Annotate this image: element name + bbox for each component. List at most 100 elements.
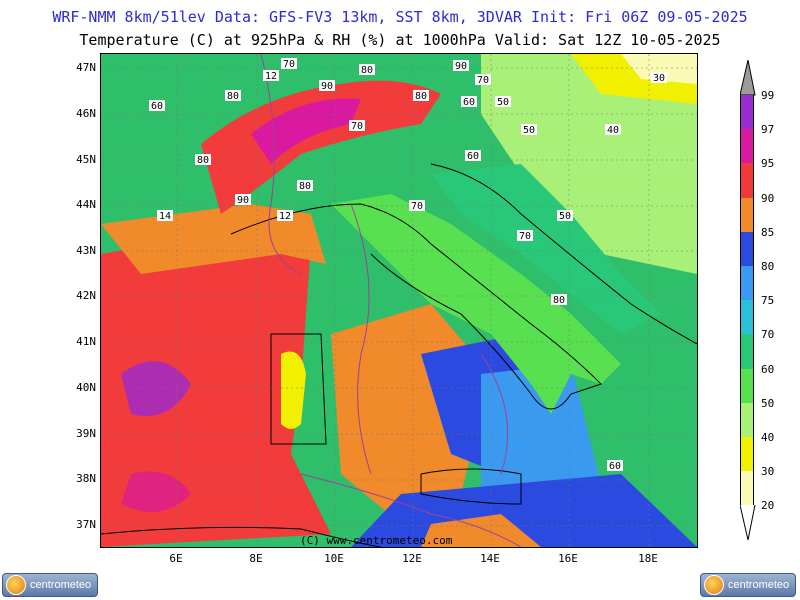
svg-text:90: 90 [455,61,467,72]
lat-label: 47N [76,61,96,74]
centrometeo-logo-left[interactable]: centrometeo [2,573,98,597]
sardinia-green [270,333,327,445]
contour-label: 80 [195,154,211,166]
west-sea-orange [101,204,326,274]
contour-label: 60 [607,460,623,472]
svg-text:40: 40 [607,125,619,136]
svg-text:90: 90 [237,195,249,206]
svg-text:70: 70 [283,59,295,70]
contour-label: 80 [359,64,375,76]
colorbar-segment [740,265,754,301]
colorbar-bottom-arrow [740,505,756,541]
svg-text:70: 70 [519,231,531,242]
colorbar-level-label: 40 [761,431,775,444]
contour-label: 70 [281,58,297,70]
svg-text:60: 60 [463,97,475,108]
west-sea-dry-zone [101,224,331,547]
contour-label: 14 [157,210,173,222]
svg-text:12: 12 [279,211,291,222]
svg-text:70: 70 [411,201,423,212]
contour-label: 40 [605,124,621,136]
lat-label: 46N [76,107,96,120]
south-sea-orange [421,514,541,547]
colorbar-segment [740,368,754,403]
contour-label: 80 [413,90,429,102]
globe-icon [704,575,724,595]
contour-label: 60 [465,150,481,162]
colorbar-level-label: 75 [761,294,775,308]
alps-magenta [251,98,361,164]
svg-text:50: 50 [497,97,509,108]
coastline-sicily [420,468,522,505]
colorbar-level-label: 95 [761,157,775,171]
contour-label: 90 [319,80,335,92]
svg-text:30: 30 [653,73,665,84]
lat-label: 45N [76,153,96,166]
contour-label: 80 [297,180,313,192]
colorbar [740,95,754,506]
colorbar-level-label: 20 [761,499,775,513]
centrometeo-logo-right[interactable]: centrometeo [700,573,796,597]
svg-text:80: 80 [415,91,427,102]
colorbar-segment [740,163,754,198]
colorbar-segment [740,300,754,335]
adriatic-sea [431,164,661,334]
colorbar-level-label: 50 [761,396,775,410]
lon-label: 16E [558,552,578,565]
west-sea-purple-2 [121,471,191,512]
colorbar-level-label: 99 [761,89,775,102]
weather-map: 70 80 90 70 12 90 80 80 70 60 50 50 40 3… [100,53,698,548]
svg-text:50: 50 [523,125,535,136]
contour-label: 90 [235,194,251,206]
colorbar-level-label: 97 [761,123,775,137]
svg-text:70: 70 [477,75,489,86]
colorbar-segment [740,402,754,437]
lat-label: 41N [76,335,96,348]
lat-label: 37N [76,518,96,531]
colorbar-level-label: 90 [761,191,775,205]
svg-text:14: 14 [159,211,171,222]
svg-text:50: 50 [559,211,571,222]
contour-label: 60 [461,96,477,108]
contour-label: 90 [453,60,469,72]
northeast-pale [621,54,697,84]
contour-label: 70 [409,200,425,212]
colorbar-segment [740,436,754,472]
colorbar-segment [740,197,754,232]
model-info-title: WRF-NMM 8km/51lev Data: GFS-FV3 13km, SS… [52,8,748,26]
contour-label: 70 [475,74,491,86]
contour-label: 70 [349,120,365,132]
lon-label: 18E [638,552,658,565]
svg-text:12: 12 [265,71,277,82]
lat-label: 40N [76,381,96,394]
isotherm-14b [480,353,509,475]
colorbar-segment [740,95,754,130]
map-canvas: 70 80 90 70 12 90 80 80 70 60 50 50 40 3… [101,54,697,547]
lon-label: 6E [169,552,183,565]
lon-label: 10E [324,552,344,565]
svg-text:80: 80 [553,295,565,306]
isotherm-14 [350,203,372,475]
svg-text:60: 60 [151,101,163,112]
lat-grid [101,67,697,527]
lat-label: 44N [76,198,96,211]
colorbar-level-label: 85 [761,225,775,239]
contour-label: 50 [495,96,511,108]
variable-valid-title: Temperature (C) at 925hPa & RH (%) at 10… [79,31,721,49]
globe-icon [6,575,26,595]
colorbar-segment [740,231,754,266]
contour-label: 80 [225,90,241,102]
lon-label: 12E [402,552,422,565]
lon-label: 14E [480,552,500,565]
colorbar-level-label: 80 [761,260,775,273]
contour-label: 70 [517,230,533,242]
svg-text:60: 60 [467,151,479,162]
colorbar-segment [740,471,754,506]
lat-label: 42N [76,289,96,302]
colorbar-level-label: 30 [761,465,775,479]
northeast-light-green [481,54,697,274]
svg-text:80: 80 [227,91,239,102]
coastline-balkans [430,163,697,345]
svg-text:70: 70 [351,121,363,132]
contour-label: 12 [263,70,279,82]
